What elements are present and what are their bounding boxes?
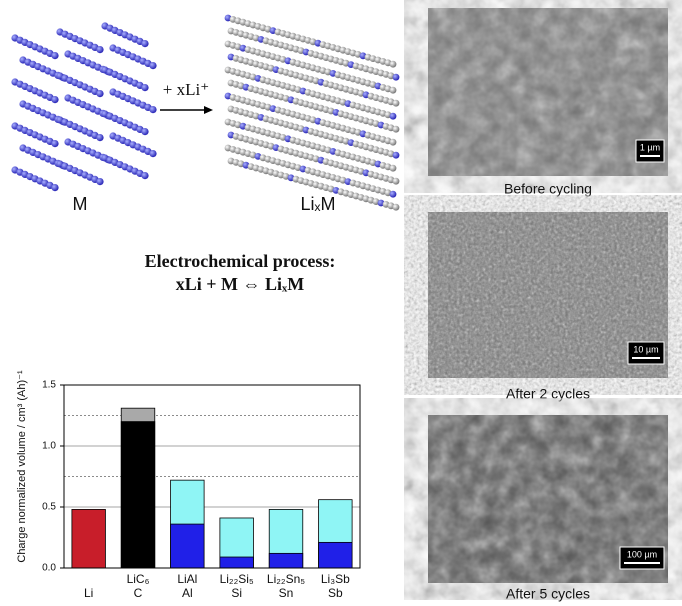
atom [51,52,58,59]
scale-label: 10 µm [633,344,658,354]
x-tick-label: Sn [279,586,294,600]
atom [390,87,397,94]
atom [96,178,103,185]
atom [390,61,397,68]
y-tick-label: 1.0 [42,441,56,452]
micrographs: 1 µm Before cycling 10 µm After 2 cycles 100… [428,8,668,602]
x-tick-label: C [134,586,143,600]
bar [171,524,205,568]
atom [51,96,58,103]
atom [390,165,397,172]
reactant-label: M [73,194,88,214]
x-tick-label: Sb [328,586,343,600]
micrograph-texture [428,8,668,176]
atom [393,74,400,81]
bar [220,557,254,568]
atom [390,139,397,146]
atom [393,152,400,159]
caption: Before cycling [504,181,592,197]
alloy-label: Li₃Sb [321,572,350,586]
atom [393,178,400,185]
page: {"figure": { "reactant_label": "M", "arr… [0,0,682,606]
x-tick-label: Al [182,586,193,600]
alloy-label: LiC₆ [127,572,150,586]
atom [51,184,58,191]
atom [96,134,103,141]
atom [141,128,148,135]
alloy-label: Li₂₂Sn₅ [267,572,305,586]
process-title: Electrochemical process: [145,251,336,271]
alloy-label: LiAl [177,572,197,586]
atom [96,46,103,53]
alloy-label: Li₂₂Si₅ [220,572,254,586]
atom [393,126,400,133]
y-tick-label: 0.0 [42,563,56,574]
process-equation: xLi + M ⇔ LiₓM [176,274,304,294]
product-label: LiₓM [301,194,336,214]
atom [149,106,156,113]
bar [269,553,303,568]
y-tick-label: 1.5 [42,380,56,391]
y-tick-label: 0.5 [42,502,56,513]
bar [72,509,106,568]
atom [390,191,397,198]
bar [319,542,353,568]
atom [51,140,58,147]
atom [141,40,148,47]
atom [149,150,156,157]
x-tick-label: Li [84,586,93,600]
caption: After 5 cycles [506,586,590,602]
atom [390,113,397,120]
x-tick-label: Si [231,586,242,600]
atom [393,100,400,107]
atom [141,84,148,91]
scale-label: 1 µm [640,142,660,152]
arrow-head [204,106,213,114]
arrow-label: + xLi⁺ [163,80,209,99]
atom [393,204,400,211]
figure: + xLi⁺ M LiₓM Electrochemical process: x… [0,0,682,606]
atom [149,62,156,69]
atom [141,172,148,179]
bar [121,422,155,568]
atom [96,90,103,97]
caption: After 2 cycles [506,386,590,402]
y-axis-title: Charge normalized volume / cm³ (Ah)⁻¹ [16,370,28,563]
scale-label: 100 µm [627,549,657,559]
